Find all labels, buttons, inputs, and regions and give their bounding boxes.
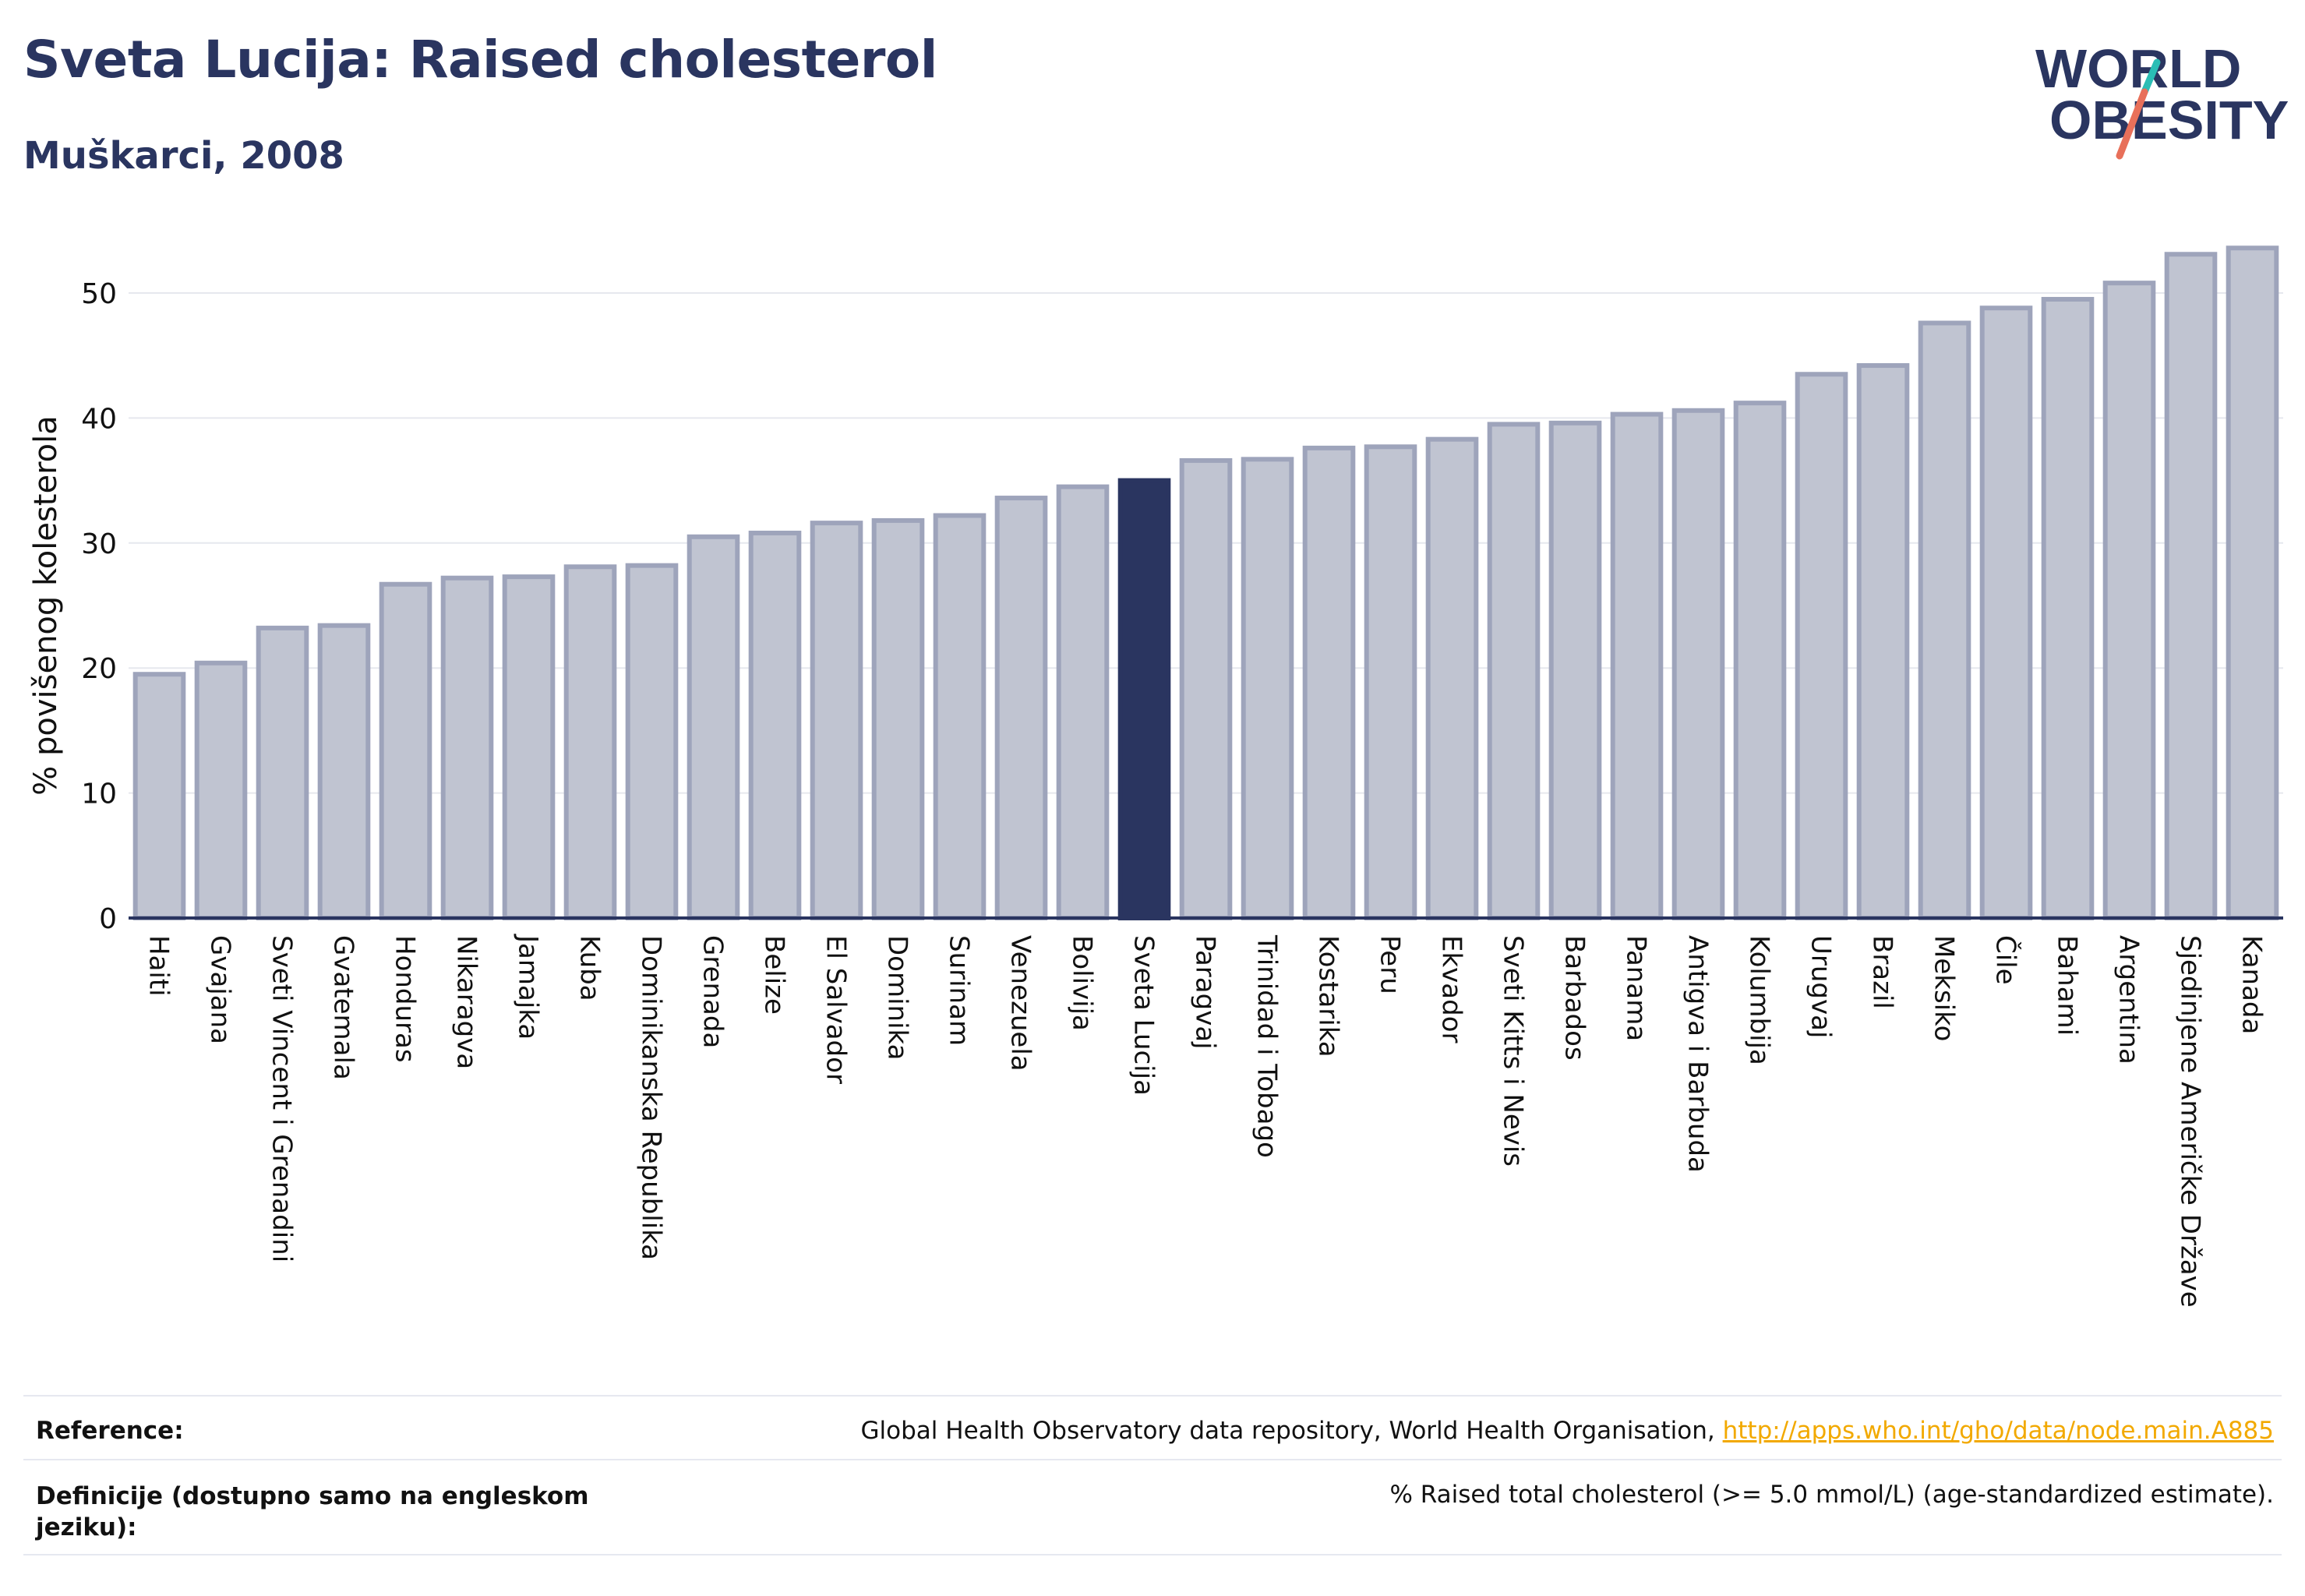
bar-grenada[interactable] [687, 534, 740, 921]
x-tick-label: Bahami [2052, 935, 2083, 1036]
x-tick-label: Ekvador [1436, 935, 1467, 1043]
x-tick-label: Jamajka [513, 934, 544, 1040]
reference-text: Global Health Observatory data repositor… [861, 1417, 2274, 1445]
definition-label: Definicije (dostupno samo na engleskom j… [36, 1481, 589, 1543]
x-tick-label: Paragvaj [1190, 935, 1221, 1050]
bar-honduras[interactable] [379, 581, 432, 920]
bar-jamajka[interactable] [502, 574, 556, 920]
footer-divider [23, 1459, 2282, 1460]
x-tick-label: Bolivija [1067, 935, 1098, 1031]
x-tick-label: Grenada [697, 935, 729, 1048]
x-tick-label: Haiti [143, 935, 175, 997]
footer-divider [23, 1395, 2282, 1396]
bar-dominikanska-republika[interactable] [625, 563, 679, 920]
x-tick-label: Argentina [2113, 935, 2144, 1065]
x-tick-label: Trinidad i Tobago [1251, 934, 1283, 1158]
bar-kanada[interactable] [2226, 245, 2279, 921]
definition-text: % Raised total cholesterol (>= 5.0 mmol/… [1389, 1481, 2274, 1509]
x-tick-label: Panama [1621, 935, 1652, 1041]
x-tick-label: Peru [1375, 935, 1406, 994]
bar-venezuela[interactable] [994, 496, 1048, 920]
logo-line1: WORLD [2035, 39, 2241, 99]
y-tick-label: 30 [81, 528, 117, 560]
bar-kuba[interactable] [563, 564, 617, 920]
definition-label-line2: jeziku): [36, 1513, 137, 1541]
bar-haiti[interactable] [132, 672, 186, 920]
x-tick-label: Honduras [390, 935, 421, 1063]
page-subtitle: Muškarci, 2008 [23, 134, 344, 178]
bar-belize[interactable] [748, 530, 802, 921]
bar-surinam[interactable] [933, 513, 987, 920]
bar-sveti-vincent-i-grenadini[interactable] [256, 625, 309, 920]
bar-sveti-kitts-i-nevis[interactable] [1487, 422, 1541, 920]
x-tick-label: Kuba [574, 935, 605, 1001]
reference-link[interactable]: http://apps.who.int/gho/data/node.main.A… [1722, 1417, 2274, 1445]
world-obesity-logo: WORLD OBESITY [2035, 39, 2289, 160]
bar-urugvaj[interactable] [1795, 372, 1848, 920]
x-tick-label: Čile [1990, 935, 2022, 985]
bar-barbados[interactable] [1548, 420, 1602, 920]
x-tick-label: Urugvaj [1806, 935, 1837, 1038]
bars [132, 245, 2279, 921]
bar-bahami[interactable] [2041, 297, 2095, 920]
reference-source: Global Health Observatory data repositor… [860, 1417, 1723, 1445]
bar-sveta-lucija[interactable] [1117, 478, 1171, 920]
x-tick-label: Barbados [1559, 935, 1590, 1061]
x-tick-label: Sjedinjene Američke Države [2175, 935, 2206, 1308]
bar-gvajana[interactable] [194, 660, 248, 920]
bar-ekvador[interactable] [1425, 436, 1479, 920]
y-tick-label: 50 [81, 278, 117, 310]
bar-nikaragva[interactable] [440, 575, 494, 920]
bar-el-salvador[interactable] [810, 521, 863, 920]
x-tick-label: Meksiko [1929, 935, 1960, 1041]
x-tick-label: Nikaragva [451, 935, 482, 1069]
x-tick-label: Sveta Lucija [1128, 935, 1160, 1096]
x-tick-label: Gvatemala [328, 935, 359, 1080]
x-tick-label: Gvajana [205, 935, 236, 1044]
x-tick-label: Antigva i Barbuda [1682, 935, 1714, 1173]
bar-brazil[interactable] [1856, 363, 1910, 921]
logo-slash-teal [2141, 58, 2161, 96]
logo-slash-coral [2116, 88, 2148, 160]
tick-labels: 0 10 20 30 40 50 % povišenog kolesterola Haiti G… [28, 278, 2268, 1308]
bar-paragvaj[interactable] [1179, 457, 1233, 920]
x-tick-label: Sveti Vincent i Grenadini [267, 935, 298, 1262]
y-tick-label: 0 [99, 903, 117, 935]
y-axis-title: % povišenog kolesterola [28, 415, 64, 795]
bar-argentina[interactable] [2102, 281, 2156, 920]
x-tick-label: Sveti Kitts i Nevis [1498, 935, 1529, 1167]
x-tick-label: Brazil [1867, 935, 1898, 1009]
reference-label: Reference: [36, 1417, 184, 1445]
x-tick-label: Dominikanska Republika [636, 935, 667, 1260]
x-tick-label: Kanada [2236, 935, 2268, 1034]
bar-kolumbija[interactable] [1733, 401, 1787, 920]
x-tick-label: El Salvador [821, 935, 852, 1084]
y-tick-label: 20 [81, 653, 117, 685]
bar-antigva-i-barbuda[interactable] [1671, 408, 1725, 920]
page-title: Sveta Lucija: Raised cholesterol [23, 30, 937, 90]
bar-čile[interactable] [1979, 305, 2033, 920]
bar-sjedinjene-američke-države[interactable] [2164, 252, 2218, 920]
footer-divider [23, 1554, 2282, 1555]
bar-bolivija[interactable] [1056, 484, 1110, 920]
y-tick-label: 10 [81, 779, 117, 810]
bar-trinidad-i-tobago[interactable] [1241, 457, 1294, 920]
bar-meksiko[interactable] [1918, 320, 1971, 921]
x-tick-label: Dominika [882, 935, 913, 1060]
x-tick-label: Belize [759, 935, 790, 1015]
bar-dominika[interactable] [871, 517, 925, 920]
y-tick-label: 40 [81, 403, 117, 435]
bar-kostarika[interactable] [1302, 445, 1356, 920]
bar-peru[interactable] [1364, 444, 1417, 920]
x-tick-label: Surinam [944, 935, 975, 1046]
bar-gvatemala[interactable] [317, 623, 371, 920]
bar-panama[interactable] [1610, 411, 1664, 920]
x-tick-label: Venezuela [1005, 935, 1036, 1072]
definition-label-line1: Definicije (dostupno samo na engleskom [36, 1482, 589, 1510]
logo-line2: OBESITY [2049, 90, 2289, 150]
bar-chart: 0 10 20 30 40 50 % povišenog kolesterola Haiti G… [28, 245, 2283, 1308]
x-tick-label: Kolumbija [1744, 935, 1775, 1065]
x-tick-label: Kostarika [1313, 935, 1344, 1058]
